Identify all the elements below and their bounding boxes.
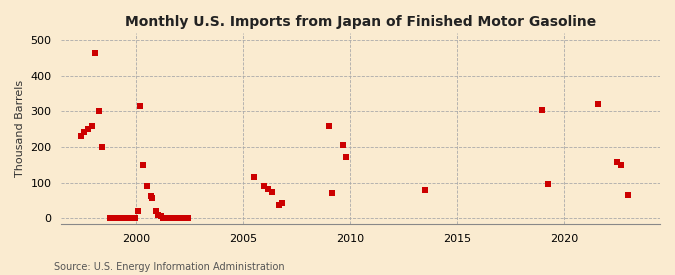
Point [168,216,179,221]
Point [86,124,97,129]
Point [612,160,622,164]
Point [266,190,277,195]
Point [592,102,603,106]
Point [97,145,108,149]
Point [327,191,338,196]
Point [248,175,259,179]
Point [616,163,626,167]
Point [259,183,270,188]
Point [142,183,153,188]
Point [145,194,156,199]
Point [152,213,163,217]
Point [104,216,115,221]
Point [108,216,119,221]
Point [122,216,133,221]
Point [83,126,94,131]
Point [179,216,190,221]
Point [151,209,161,213]
Point [419,188,430,192]
Point [132,209,143,213]
Point [111,216,122,221]
Point [622,193,633,197]
Point [273,203,284,207]
Point [93,109,104,113]
Point [134,104,145,108]
Point [182,216,193,221]
Point [79,130,90,134]
Point [537,108,548,112]
Point [138,163,148,167]
Point [126,216,136,221]
Point [543,182,554,186]
Point [277,201,288,206]
Point [338,142,348,147]
Point [118,216,129,221]
Point [341,155,352,159]
Point [129,216,140,221]
Point [161,216,172,221]
Point [165,216,176,221]
Y-axis label: Thousand Barrels: Thousand Barrels [15,80,25,177]
Text: Source: U.S. Energy Information Administration: Source: U.S. Energy Information Administ… [54,262,285,272]
Point [76,134,86,139]
Point [172,216,183,221]
Point [115,216,126,221]
Point [147,196,158,200]
Point [263,187,273,191]
Point [156,213,167,218]
Point [157,216,168,221]
Title: Monthly U.S. Imports from Japan of Finished Motor Gasoline: Monthly U.S. Imports from Japan of Finis… [125,15,596,29]
Point [323,124,334,129]
Point [176,216,186,221]
Point [90,50,101,55]
